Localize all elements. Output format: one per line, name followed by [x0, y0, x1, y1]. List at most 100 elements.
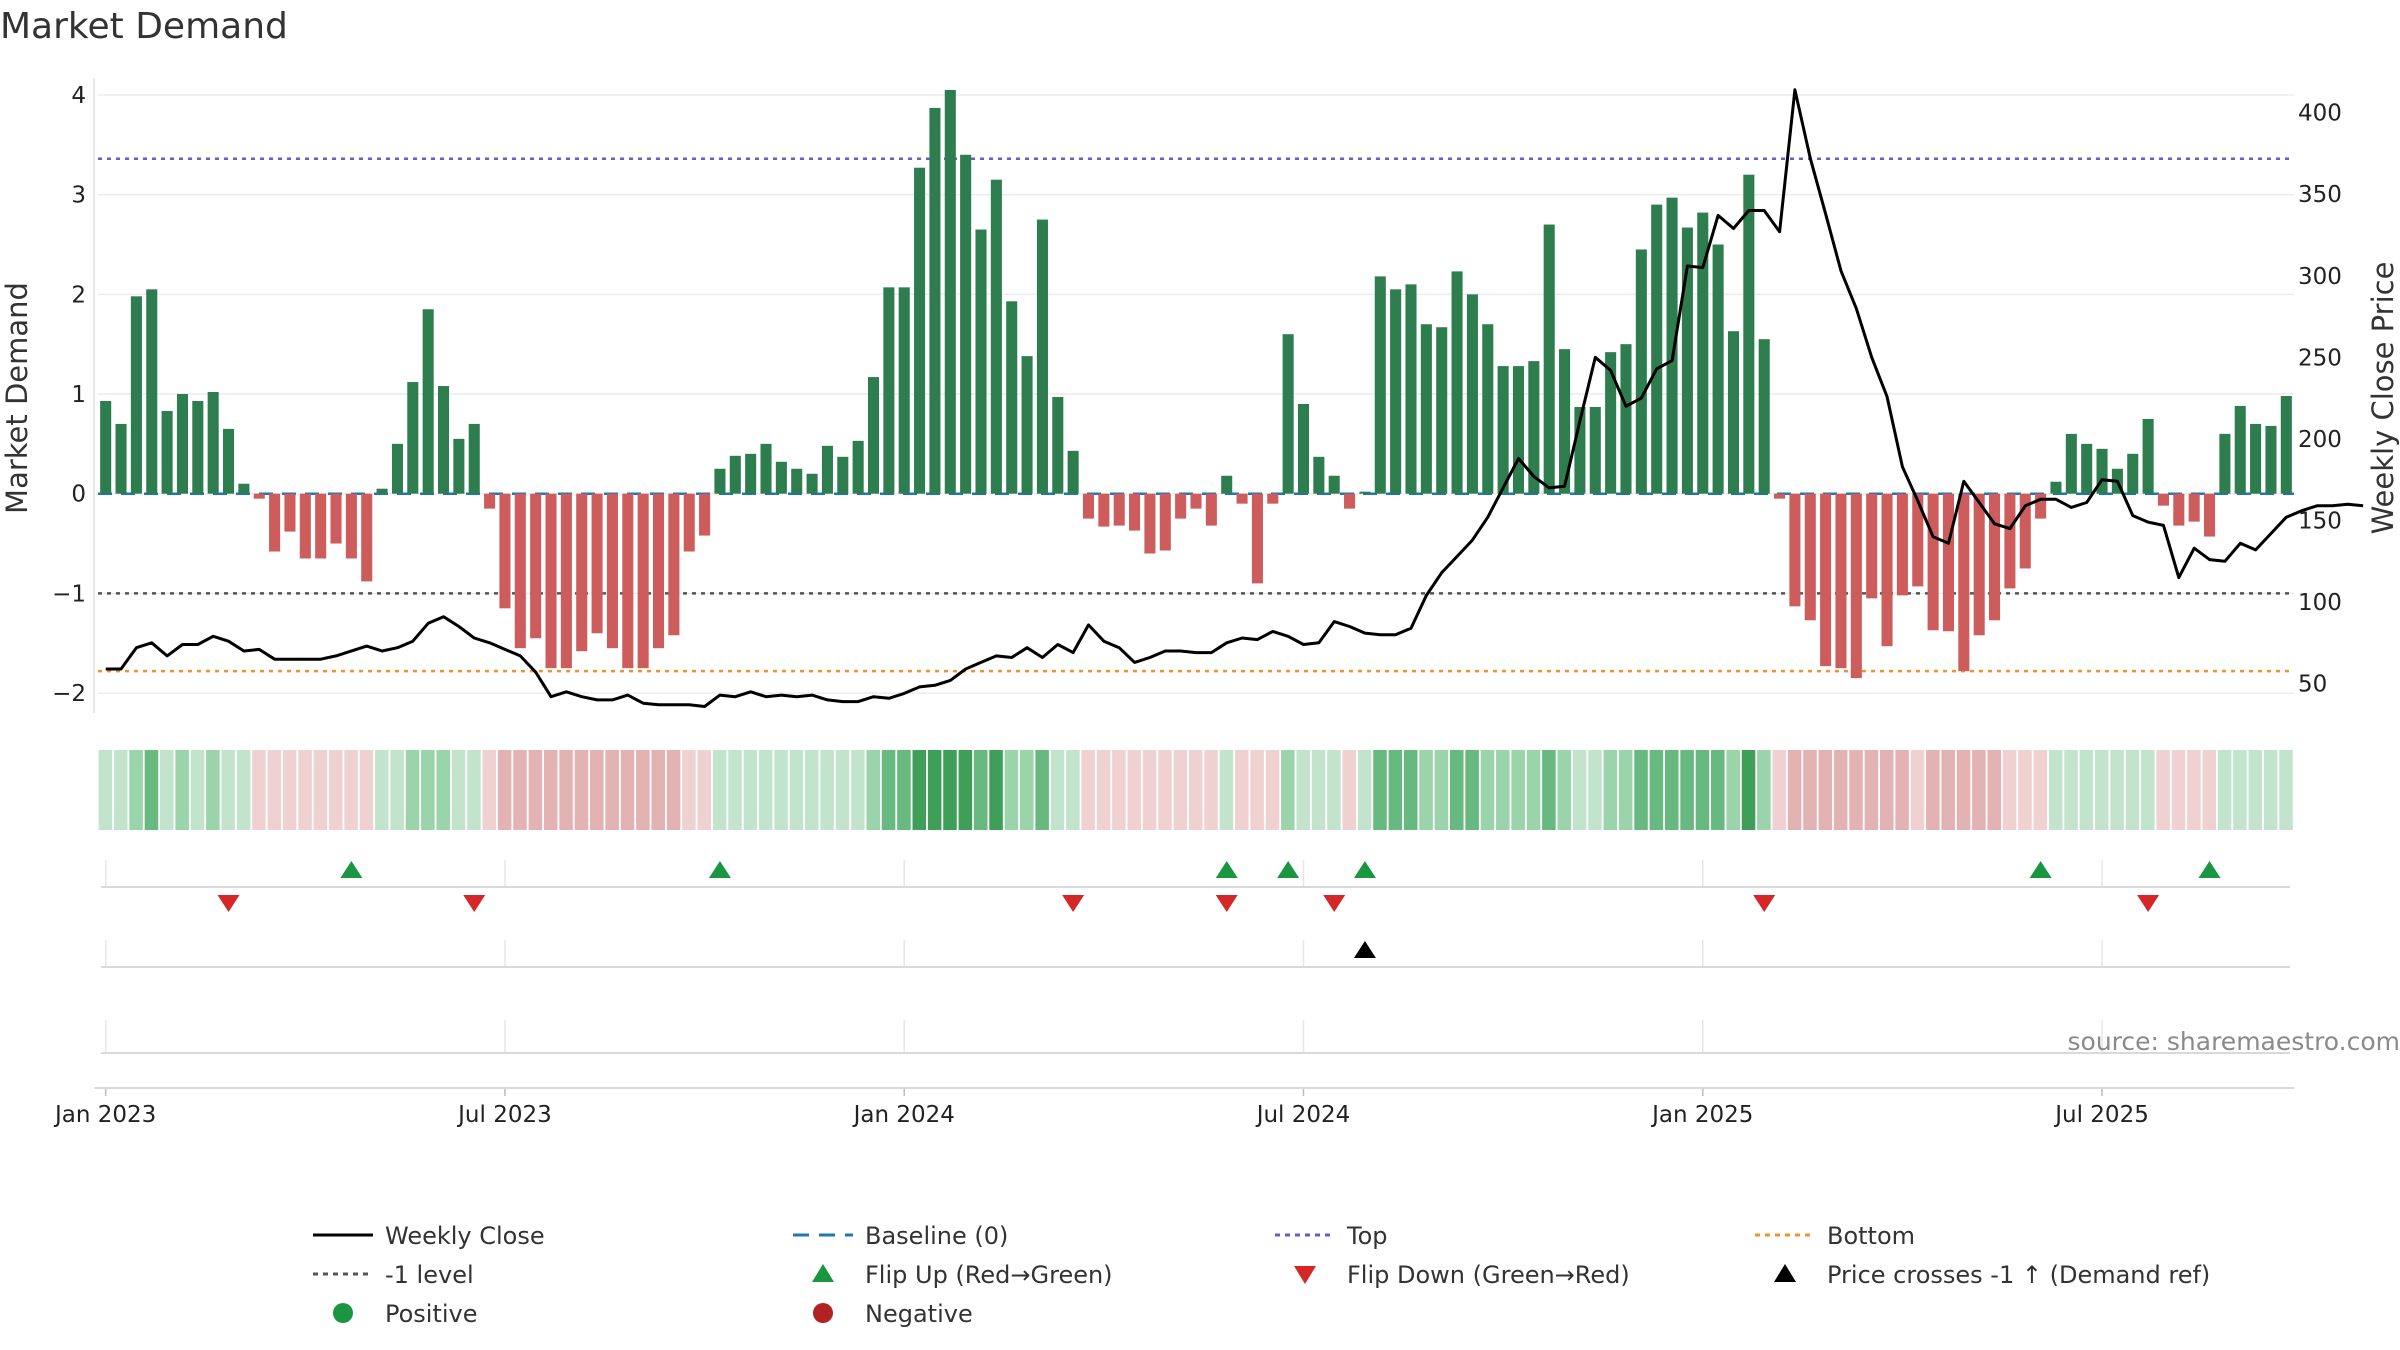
- strip-cell-positive: [1357, 750, 1372, 830]
- strip-cell-negative: [1142, 750, 1157, 830]
- demand-bar-positive: [837, 456, 849, 494]
- demand-bar-positive: [2065, 433, 2077, 494]
- strip-cell-positive: [789, 750, 804, 830]
- strip-cell-negative: [2187, 750, 2201, 830]
- strip-cell-negative: [1833, 750, 1848, 830]
- demand-bar-positive: [1405, 284, 1417, 494]
- demand-bar-positive: [207, 392, 219, 494]
- strip-cell-positive: [1050, 750, 1065, 830]
- strip-cell-positive: [1511, 750, 1525, 830]
- demand-bar-positive: [2250, 423, 2262, 494]
- demand-bar-positive: [1758, 339, 1770, 494]
- demand-bar-positive: [1482, 324, 1494, 494]
- flip-down-marker: [1753, 895, 1776, 912]
- demand-bar-negative: [1927, 493, 1939, 631]
- strip-cell-negative: [1987, 750, 2002, 830]
- strip-cell-positive: [2141, 750, 2155, 830]
- strip-cell-positive: [1757, 750, 1771, 830]
- demand-bar-negative: [2004, 493, 2016, 589]
- demand-bar-positive: [1297, 403, 1310, 494]
- demand-bar-positive: [407, 382, 419, 494]
- strip-cell-positive: [1542, 750, 1556, 830]
- strip-cell-positive: [1634, 750, 1648, 830]
- strip-cell-negative: [1112, 750, 1126, 830]
- demand-bar-positive: [867, 377, 880, 494]
- y2-tick-label: 300: [2298, 264, 2342, 290]
- strip-cell-positive: [2110, 750, 2124, 830]
- strip-cell-positive: [421, 750, 435, 830]
- y-tick-label: 0: [71, 482, 86, 508]
- demand-bar-positive: [2265, 425, 2277, 494]
- strip-cell-positive: [160, 750, 174, 830]
- strip-cell-negative: [2156, 750, 2170, 830]
- demand-bar-negative: [315, 493, 327, 559]
- chart-title: Market Demand: [0, 6, 288, 47]
- strip-cell-negative: [574, 750, 589, 830]
- strip-cell-negative: [1972, 750, 1986, 830]
- demand-color-strip: [98, 750, 2293, 830]
- demand-bar-positive: [2050, 481, 2062, 494]
- demand-bar-positive: [1006, 301, 1018, 494]
- x-tick-label: Jul 2024: [1255, 1102, 1351, 1128]
- demand-bar-positive: [2142, 418, 2154, 494]
- strip-cell-negative: [1158, 750, 1172, 830]
- strip-cell-negative: [1879, 750, 1894, 830]
- strip-cell-positive: [206, 750, 220, 830]
- strip-cell-negative: [1250, 750, 1264, 830]
- demand-bar-positive: [1543, 224, 1555, 494]
- strip-cell-negative: [605, 750, 619, 830]
- demand-bar-positive: [1282, 334, 1294, 494]
- legend-negative-icon: [813, 1303, 833, 1323]
- strip-cell-negative: [590, 750, 604, 830]
- strip-cell-positive: [1726, 750, 1740, 830]
- demand-bar-negative: [1896, 493, 1908, 596]
- strip-cell-positive: [973, 750, 988, 830]
- demand-bar-negative: [1850, 493, 1862, 679]
- demand-bar-negative: [253, 493, 265, 499]
- strip-cell-positive: [1403, 750, 1418, 830]
- strip-cell-positive: [1618, 750, 1633, 830]
- strip-cell-negative: [1910, 750, 1925, 830]
- strip-cell-negative: [682, 750, 696, 830]
- strip-cell-negative: [1772, 750, 1787, 830]
- strip-cell-positive: [467, 750, 481, 830]
- flip-down-marker: [217, 895, 240, 912]
- strip-cell-positive: [2263, 750, 2278, 830]
- strip-cell-positive: [1664, 750, 1679, 830]
- demand-bar-negative: [499, 493, 511, 609]
- strip-cell-negative: [1173, 750, 1188, 830]
- demand-bar-positive: [883, 287, 895, 494]
- demand-bar-positive: [1436, 327, 1448, 494]
- demand-bar-positive: [914, 167, 926, 494]
- strip-cell-positive: [2233, 750, 2247, 830]
- demand-bar-positive: [1036, 219, 1048, 494]
- demand-bar-positive: [898, 287, 910, 494]
- strip-cell-positive: [436, 750, 451, 830]
- demand-bar-negative: [545, 493, 557, 669]
- strip-cell-positive: [144, 750, 159, 830]
- demand-bar-negative: [1866, 493, 1878, 599]
- flip-up-marker: [708, 861, 731, 878]
- strip-cell-positive: [113, 750, 128, 830]
- strip-cell-negative: [559, 750, 573, 830]
- strip-cell-positive: [1496, 750, 1510, 830]
- demand-bar-negative: [1175, 493, 1187, 519]
- y-tick-label: −1: [52, 581, 86, 607]
- demand-bar-positive: [1743, 174, 1755, 494]
- strip-cell-negative: [252, 750, 266, 830]
- strip-cell-negative: [697, 750, 712, 830]
- strip-cell-positive: [1219, 750, 1234, 830]
- demand-bar-positive: [944, 89, 956, 494]
- strip-cell-positive: [1311, 750, 1326, 830]
- strip-cell-positive: [375, 750, 389, 830]
- demand-bar-negative: [1098, 493, 1110, 527]
- strip-cell-positive: [897, 750, 911, 830]
- strip-cell-negative: [359, 750, 374, 830]
- demand-bar-negative: [1789, 493, 1801, 607]
- demand-bar-negative: [1144, 493, 1156, 554]
- demand-bar-positive: [1067, 450, 1079, 494]
- strip-cell-positive: [2064, 750, 2078, 830]
- strip-cell-negative: [1234, 750, 1249, 830]
- flip-up-marker: [1353, 861, 1376, 878]
- demand-bar-negative: [591, 493, 603, 634]
